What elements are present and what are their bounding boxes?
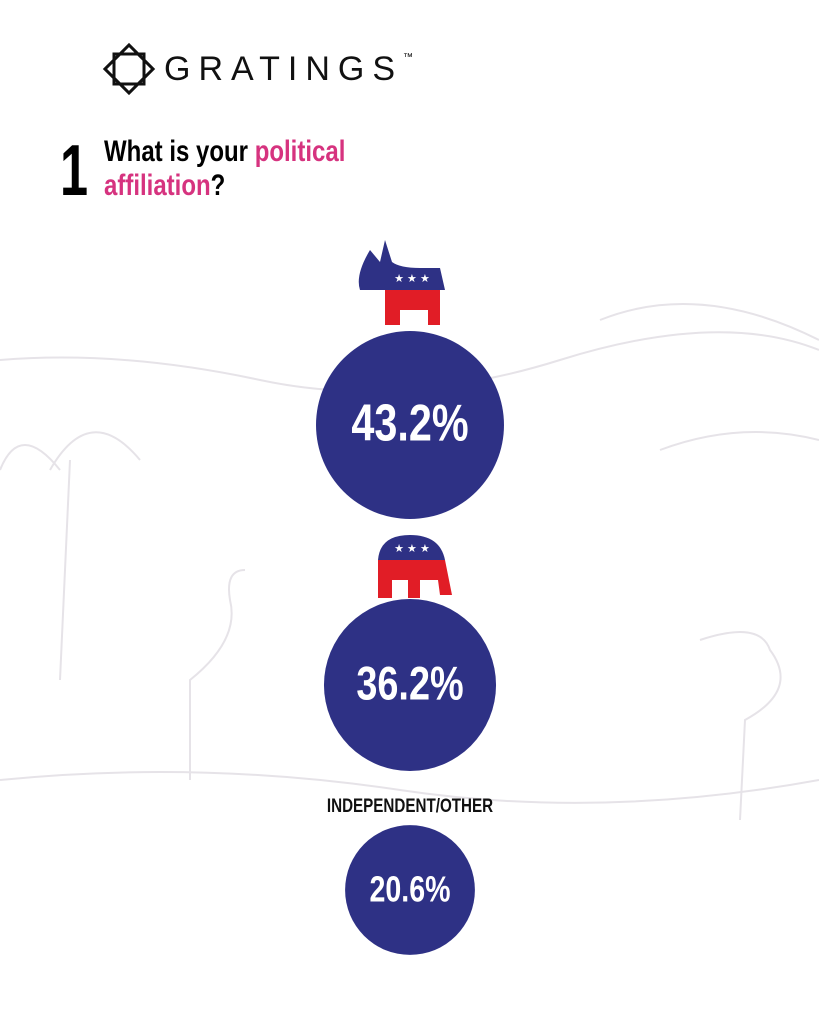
question-number: 1: [60, 131, 89, 211]
question: 1 What is your political affiliation?: [60, 135, 406, 207]
donkey-icon: ★ ★ ★: [358, 240, 445, 325]
logo: GRATINGS ™: [100, 40, 413, 98]
title-part: What is your: [104, 135, 255, 168]
title-part: ?: [210, 169, 226, 202]
bubble: [345, 825, 475, 955]
title-highlight: political: [254, 135, 346, 168]
trademark: ™: [403, 52, 414, 63]
bubble: [316, 331, 504, 519]
value-label: 36.2%: [356, 658, 463, 711]
svg-text:★ ★ ★: ★ ★ ★: [394, 543, 430, 555]
title-highlight: affiliation: [104, 169, 211, 202]
question-text: What is your political affiliation?: [104, 135, 345, 207]
logo-mark: [102, 42, 156, 96]
bubble: [323, 598, 497, 772]
elephant-icon: ★ ★ ★: [378, 535, 452, 598]
svg-text:★ ★ ★: ★ ★ ★: [394, 273, 430, 285]
value-label: 43.2%: [351, 394, 468, 451]
value-label: 20.6%: [370, 869, 451, 909]
category-label: INDEPENDENT/OTHER: [327, 794, 494, 816]
logo-text: GRATINGS: [164, 49, 404, 88]
